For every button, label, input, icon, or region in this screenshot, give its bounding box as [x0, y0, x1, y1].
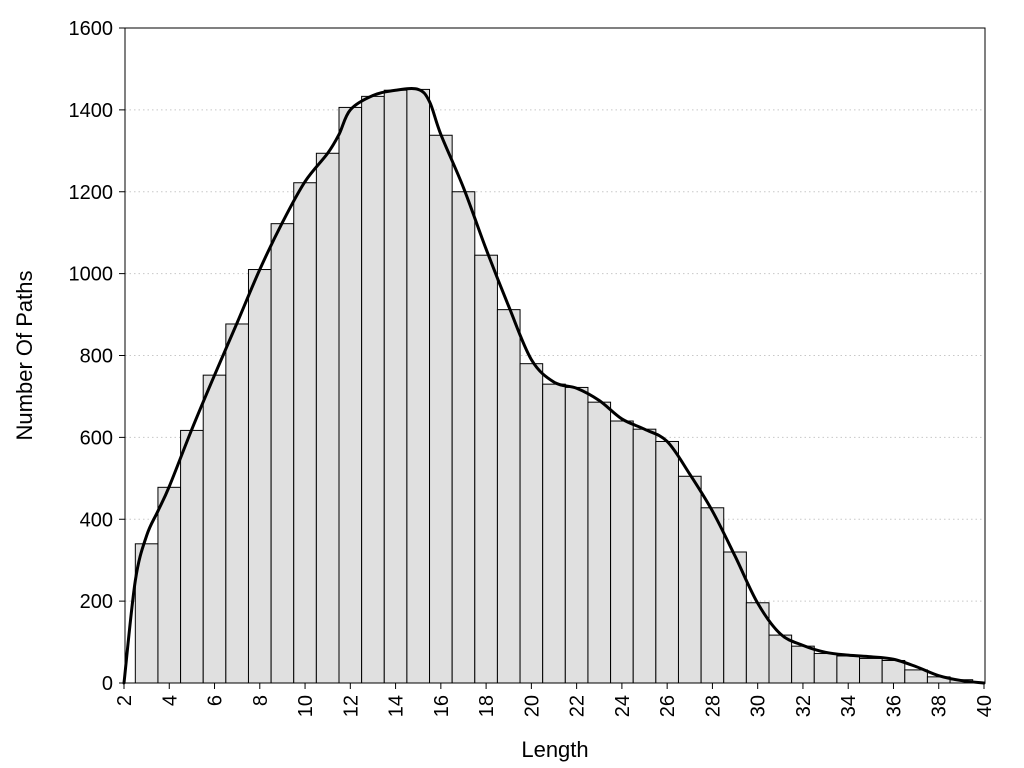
x-tick-label: 38	[929, 695, 951, 717]
histogram-bar	[293, 182, 317, 684]
x-tick-label: 34	[838, 695, 860, 717]
histogram-bar	[338, 106, 363, 684]
histogram-bar	[632, 428, 657, 684]
histogram-bar	[836, 655, 861, 684]
y-tick-label: 1000	[69, 264, 114, 286]
smoothed-curve	[122, 87, 986, 685]
x-tick-label: 16	[431, 695, 453, 717]
x-tick-label: 10	[295, 695, 317, 717]
x-tick-label: 36	[883, 695, 905, 717]
histogram-bar	[383, 89, 408, 684]
x-tick-label: 8	[250, 695, 272, 706]
y-axis-ticks: 0 200 400 600 800 1000 1200 1400 1600	[69, 18, 125, 695]
x-tick-label: 40	[974, 695, 996, 717]
histogram-bar	[768, 634, 793, 684]
x-tick-label: 18	[476, 695, 498, 717]
grid-lines	[125, 109, 985, 602]
histogram-bar	[904, 669, 928, 684]
x-tick-label: 2	[114, 695, 136, 706]
histogram-bar	[451, 191, 476, 684]
x-tick-label: 12	[340, 695, 362, 717]
histogram-bar	[813, 653, 838, 684]
histogram-bar	[655, 440, 679, 684]
x-tick-label: 30	[748, 695, 770, 717]
histogram-bar	[496, 309, 521, 684]
histogram-bar	[519, 363, 544, 684]
histogram-bars	[134, 88, 974, 684]
histogram-bar	[587, 401, 612, 684]
x-tick-label: 28	[702, 695, 724, 717]
histogram-bar	[881, 659, 906, 684]
histogram-bar	[700, 507, 725, 684]
histogram-bar	[610, 420, 634, 684]
y-axis-title: Number Of Paths	[12, 271, 37, 441]
x-tick-label: 14	[386, 695, 408, 717]
histogram-bar	[474, 254, 498, 684]
x-tick-label: 26	[657, 695, 679, 717]
x-tick-label: 32	[793, 695, 815, 717]
histogram-bar	[180, 429, 204, 684]
x-axis-title: Length	[521, 737, 588, 762]
x-tick-label: 24	[612, 695, 634, 717]
histogram-bar	[315, 152, 340, 684]
histogram-bar	[270, 223, 295, 684]
histogram-bar	[859, 657, 883, 684]
y-tick-label: 0	[102, 673, 113, 695]
x-tick-label: 6	[205, 695, 227, 706]
histogram-bar	[361, 95, 385, 684]
histogram-bar	[157, 486, 182, 684]
histogram-bar	[247, 269, 272, 684]
y-tick-label: 800	[80, 346, 113, 368]
x-axis-ticks: 2 4 6 8 10 12 14 16 18 20 22 24 26 28 30 32 34 36 38 40	[114, 683, 996, 717]
y-tick-label: 600	[80, 427, 113, 449]
y-tick-label: 1400	[69, 100, 114, 122]
x-tick-label: 20	[521, 695, 543, 717]
y-tick-label: 400	[80, 509, 113, 531]
histogram-bar	[406, 88, 431, 684]
x-tick-label: 22	[567, 695, 589, 717]
histogram-bar	[564, 386, 589, 684]
histogram-bar	[429, 134, 453, 684]
y-tick-label: 200	[80, 591, 113, 613]
histogram-bar	[677, 475, 702, 684]
y-tick-label: 1600	[69, 18, 114, 40]
histogram-bar	[542, 383, 566, 684]
histogram-bar	[202, 374, 227, 684]
x-tick-label: 4	[159, 695, 181, 706]
histogram-bar	[225, 323, 249, 684]
histogram-bar	[791, 645, 815, 684]
y-tick-label: 1200	[69, 182, 114, 204]
